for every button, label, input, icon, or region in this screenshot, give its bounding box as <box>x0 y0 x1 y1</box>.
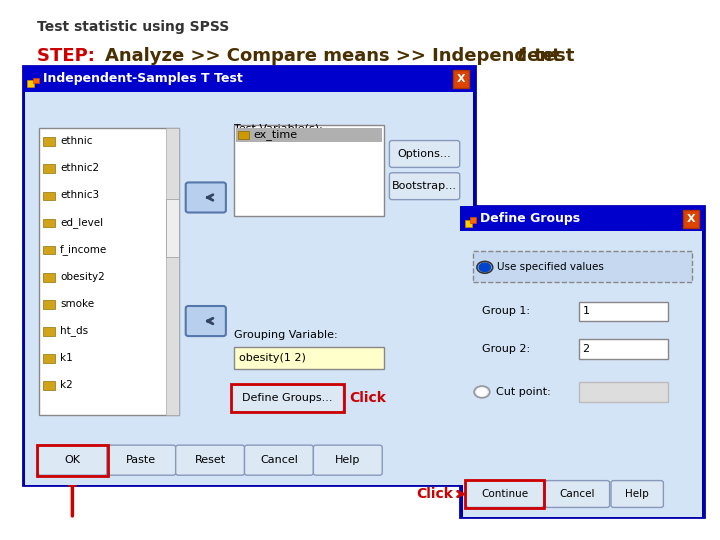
FancyBboxPatch shape <box>38 445 107 475</box>
FancyBboxPatch shape <box>43 354 55 363</box>
Text: Use specified values: Use specified values <box>497 262 604 272</box>
Text: ethnic2: ethnic2 <box>60 163 99 173</box>
FancyBboxPatch shape <box>33 78 39 83</box>
FancyBboxPatch shape <box>390 140 459 167</box>
FancyBboxPatch shape <box>166 199 179 257</box>
FancyBboxPatch shape <box>579 302 668 321</box>
FancyBboxPatch shape <box>460 206 704 517</box>
FancyBboxPatch shape <box>683 210 698 228</box>
FancyBboxPatch shape <box>313 445 382 475</box>
FancyBboxPatch shape <box>43 327 55 336</box>
Text: k2: k2 <box>60 380 73 390</box>
Text: ed_level: ed_level <box>60 217 104 228</box>
FancyBboxPatch shape <box>611 481 663 508</box>
Circle shape <box>477 388 487 396</box>
FancyBboxPatch shape <box>176 445 245 475</box>
FancyBboxPatch shape <box>464 219 472 227</box>
Text: OK: OK <box>64 455 81 465</box>
FancyBboxPatch shape <box>25 92 472 485</box>
FancyBboxPatch shape <box>245 445 313 475</box>
Text: Analyze >> Compare means >> Independent: Analyze >> Compare means >> Independent <box>105 47 567 65</box>
Text: X: X <box>686 214 695 224</box>
Text: Group 1:: Group 1: <box>482 306 530 316</box>
Text: X: X <box>456 75 465 84</box>
Text: Bootstrap...: Bootstrap... <box>392 181 457 191</box>
Text: Click: Click <box>349 392 386 406</box>
FancyBboxPatch shape <box>235 347 384 369</box>
Text: Click: Click <box>416 487 453 501</box>
Text: k1: k1 <box>60 353 73 363</box>
Circle shape <box>479 263 490 272</box>
FancyBboxPatch shape <box>186 306 226 336</box>
FancyBboxPatch shape <box>107 445 176 475</box>
FancyBboxPatch shape <box>43 273 55 281</box>
FancyBboxPatch shape <box>43 300 55 309</box>
Text: Define Groups...: Define Groups... <box>243 394 333 403</box>
FancyBboxPatch shape <box>43 137 55 146</box>
Text: ethnic3: ethnic3 <box>60 190 99 200</box>
FancyBboxPatch shape <box>470 218 476 222</box>
FancyBboxPatch shape <box>238 131 249 139</box>
Text: f_income: f_income <box>60 244 107 255</box>
Text: smoke: smoke <box>60 299 94 309</box>
FancyBboxPatch shape <box>236 127 382 141</box>
Text: Grouping Variable:: Grouping Variable: <box>235 330 338 340</box>
Text: Help: Help <box>335 455 361 465</box>
FancyBboxPatch shape <box>39 127 179 415</box>
FancyBboxPatch shape <box>43 381 55 390</box>
Text: Help: Help <box>626 489 649 499</box>
FancyBboxPatch shape <box>462 231 702 517</box>
FancyBboxPatch shape <box>43 192 55 200</box>
Text: t: t <box>516 47 525 65</box>
Text: ethnic: ethnic <box>60 136 93 146</box>
FancyBboxPatch shape <box>232 385 343 412</box>
Text: Cancel: Cancel <box>559 489 595 499</box>
FancyBboxPatch shape <box>235 125 384 217</box>
Text: Test statistic using SPSS: Test statistic using SPSS <box>37 20 230 34</box>
FancyBboxPatch shape <box>27 80 35 87</box>
FancyBboxPatch shape <box>23 66 474 485</box>
Text: Define Groups: Define Groups <box>480 212 580 225</box>
Text: STEP:: STEP: <box>37 47 107 65</box>
FancyBboxPatch shape <box>473 251 692 282</box>
Text: Options...: Options... <box>397 149 451 159</box>
FancyBboxPatch shape <box>166 127 179 415</box>
FancyBboxPatch shape <box>43 165 55 173</box>
Text: obesity2: obesity2 <box>60 272 105 282</box>
FancyBboxPatch shape <box>43 219 55 227</box>
FancyBboxPatch shape <box>43 246 55 254</box>
FancyBboxPatch shape <box>545 481 610 508</box>
Text: Test Variable(s):: Test Variable(s): <box>235 124 323 133</box>
Text: Continue: Continue <box>481 489 528 499</box>
Text: ht_ds: ht_ds <box>60 326 89 336</box>
Text: Reset: Reset <box>194 455 225 465</box>
Text: Cancel: Cancel <box>260 455 298 465</box>
FancyBboxPatch shape <box>579 339 668 359</box>
FancyBboxPatch shape <box>453 70 469 89</box>
FancyBboxPatch shape <box>466 481 544 508</box>
Text: ex_time: ex_time <box>253 129 297 140</box>
FancyBboxPatch shape <box>460 206 704 231</box>
Text: test: test <box>528 47 575 65</box>
FancyBboxPatch shape <box>390 173 459 200</box>
Text: 1: 1 <box>582 306 590 316</box>
FancyBboxPatch shape <box>579 382 668 402</box>
Text: Cut point:: Cut point: <box>496 387 551 397</box>
Text: Independent-Samples T Test: Independent-Samples T Test <box>43 72 243 85</box>
Text: obesity(1 2): obesity(1 2) <box>239 353 306 363</box>
Text: Group 2:: Group 2: <box>482 344 530 354</box>
Text: Paste: Paste <box>126 455 156 465</box>
FancyBboxPatch shape <box>186 183 226 213</box>
Text: 2: 2 <box>582 344 590 354</box>
FancyBboxPatch shape <box>23 66 474 92</box>
